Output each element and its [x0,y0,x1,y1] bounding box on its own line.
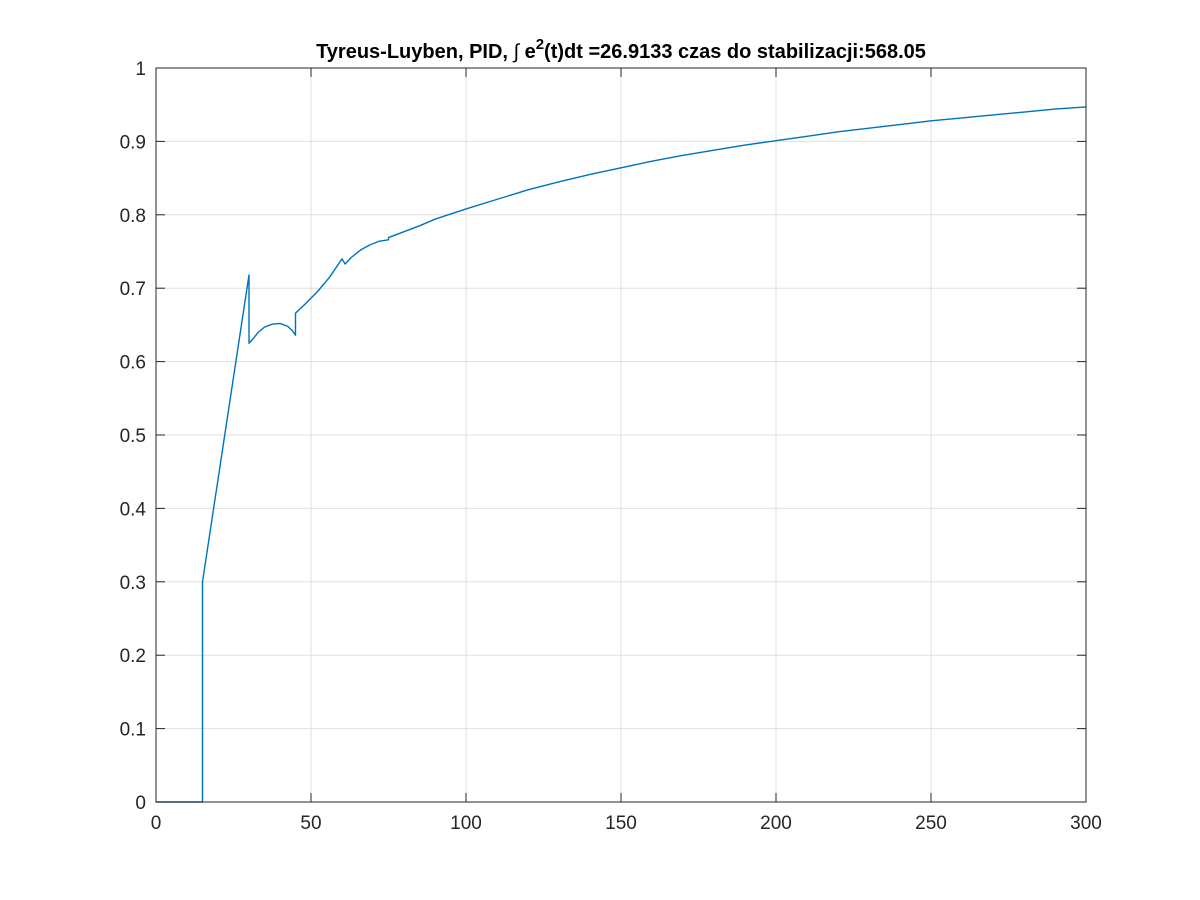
y-tick-label: 0.3 [120,573,146,594]
y-tick-labels: 0 0.1 0.2 0.3 0.4 0.5 0.6 0.7 0.8 0.9 1 [120,59,147,814]
title-suffix: (t)dt =26.9133 czas do stabilizacji:568.… [544,41,926,63]
y-tick-label: 0.1 [120,720,146,741]
title-prefix: Tyreus-Luyben, PID, [316,41,513,63]
y-tick-label: 0.8 [120,206,146,227]
y-tick-label: 0.2 [120,646,146,667]
y-tick-label: 0.6 [120,353,146,374]
y-tick-label: 1 [135,59,146,80]
series-line [156,106,1087,803]
integral-symbol: ∫ [513,41,521,63]
x-tick-label: 200 [760,813,792,834]
x-tick-label: 250 [915,813,947,834]
grid-lines [156,68,1086,802]
title-superscript: 2 [536,36,544,53]
tick-marks [155,67,1087,803]
chart-title: Tyreus-Luyben, PID, ∫ e2(t)dt =26.9133 c… [316,36,926,63]
title-e: e [519,41,536,63]
x-tick-label: 300 [1070,813,1102,834]
plot-area: 0 50 100 150 200 250 300 0 0.1 0.2 0.3 0.4 0.5 0.6 0.… [120,59,1102,834]
y-tick-label: 0.5 [120,426,146,447]
y-tick-label: 0 [135,793,146,814]
x-tick-label: 100 [450,813,482,834]
y-tick-label: 0.4 [120,499,147,520]
x-tick-label: 0 [151,813,162,834]
x-tick-label: 150 [605,813,637,834]
data-series [156,106,1087,803]
y-tick-label: 0.9 [120,132,146,153]
y-tick-label: 0.7 [120,279,146,300]
x-tick-label: 50 [300,813,321,834]
x-tick-labels: 0 50 100 150 200 250 300 [151,813,1102,834]
